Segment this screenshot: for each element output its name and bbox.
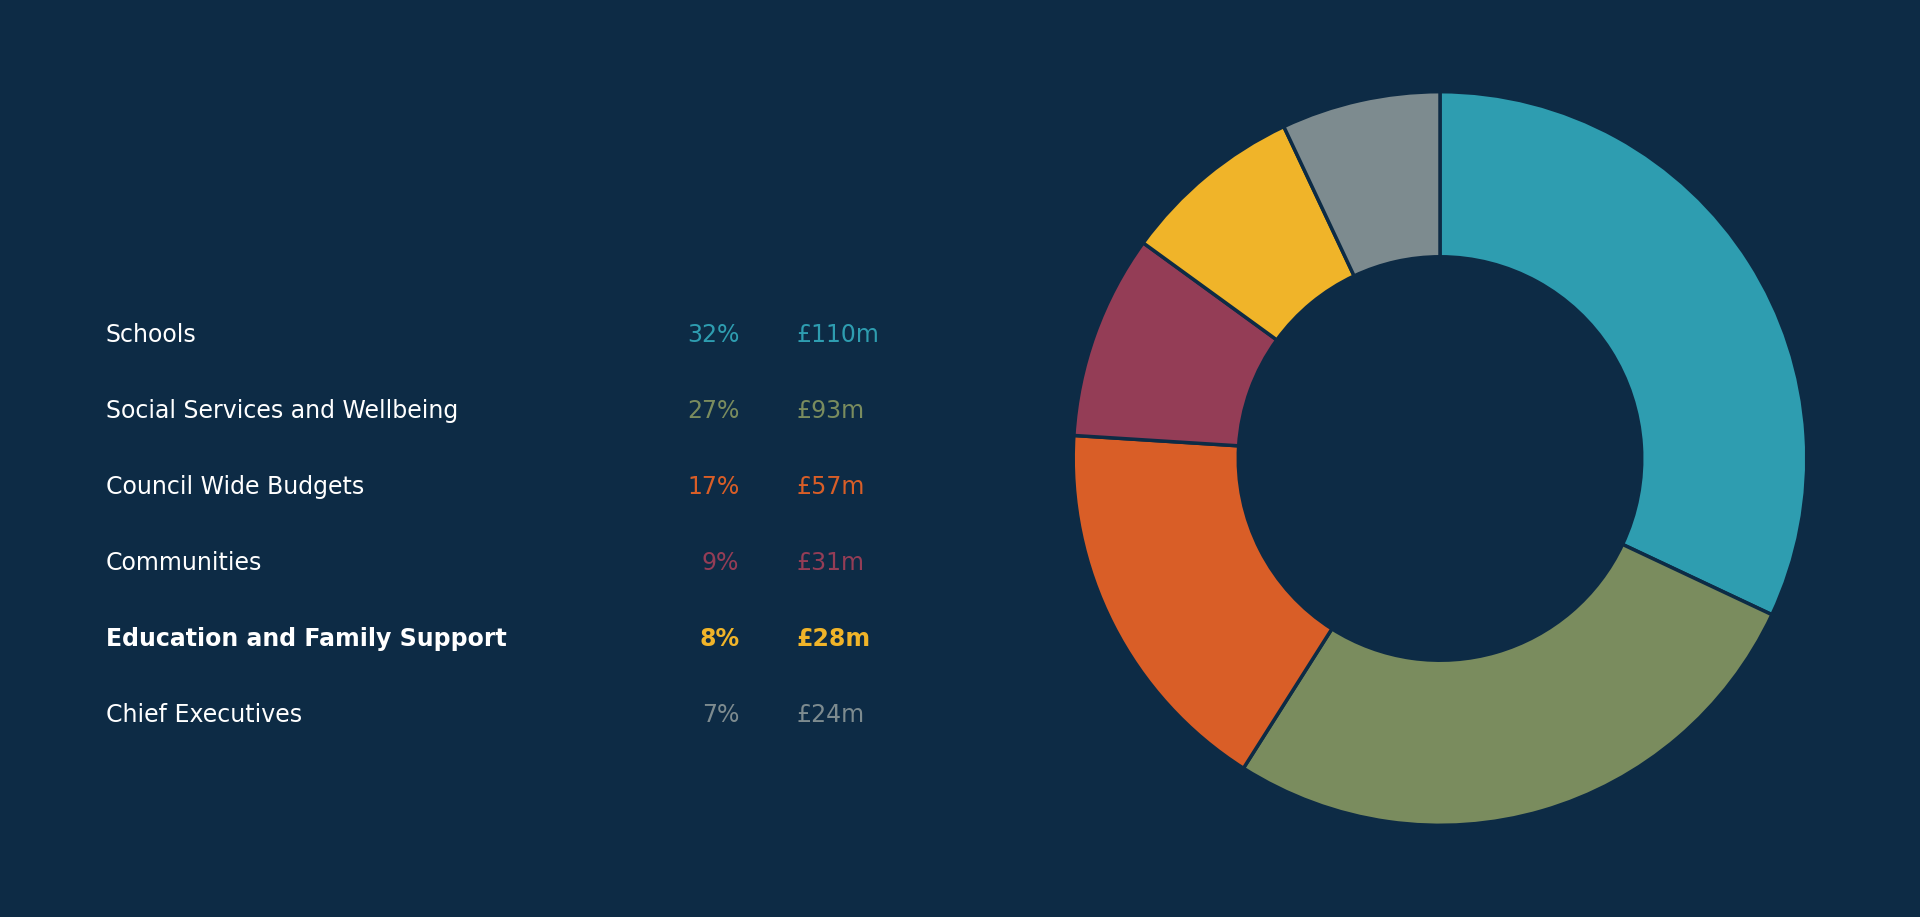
Text: 8%: 8% [699, 627, 739, 651]
Text: Chief Executives: Chief Executives [106, 703, 301, 727]
Wedge shape [1244, 545, 1772, 825]
Text: £57m: £57m [797, 475, 866, 499]
Text: 9%: 9% [703, 551, 739, 575]
Text: Social Services and Wellbeing: Social Services and Wellbeing [106, 399, 457, 423]
Text: £31m: £31m [797, 551, 864, 575]
Text: 17%: 17% [687, 475, 739, 499]
Text: Communities: Communities [106, 551, 261, 575]
Text: 32%: 32% [687, 323, 739, 347]
Text: £28m: £28m [797, 627, 872, 651]
Text: 7%: 7% [703, 703, 739, 727]
Wedge shape [1073, 436, 1332, 768]
Text: Education and Family Support: Education and Family Support [106, 627, 507, 651]
Wedge shape [1440, 92, 1807, 614]
Wedge shape [1142, 127, 1354, 340]
Text: 27%: 27% [687, 399, 739, 423]
Text: Council Wide Budgets: Council Wide Budgets [106, 475, 365, 499]
Text: £110m: £110m [797, 323, 879, 347]
Wedge shape [1284, 92, 1440, 276]
Text: £93m: £93m [797, 399, 864, 423]
Text: £24m: £24m [797, 703, 864, 727]
Wedge shape [1073, 243, 1277, 446]
Text: Schools: Schools [106, 323, 196, 347]
